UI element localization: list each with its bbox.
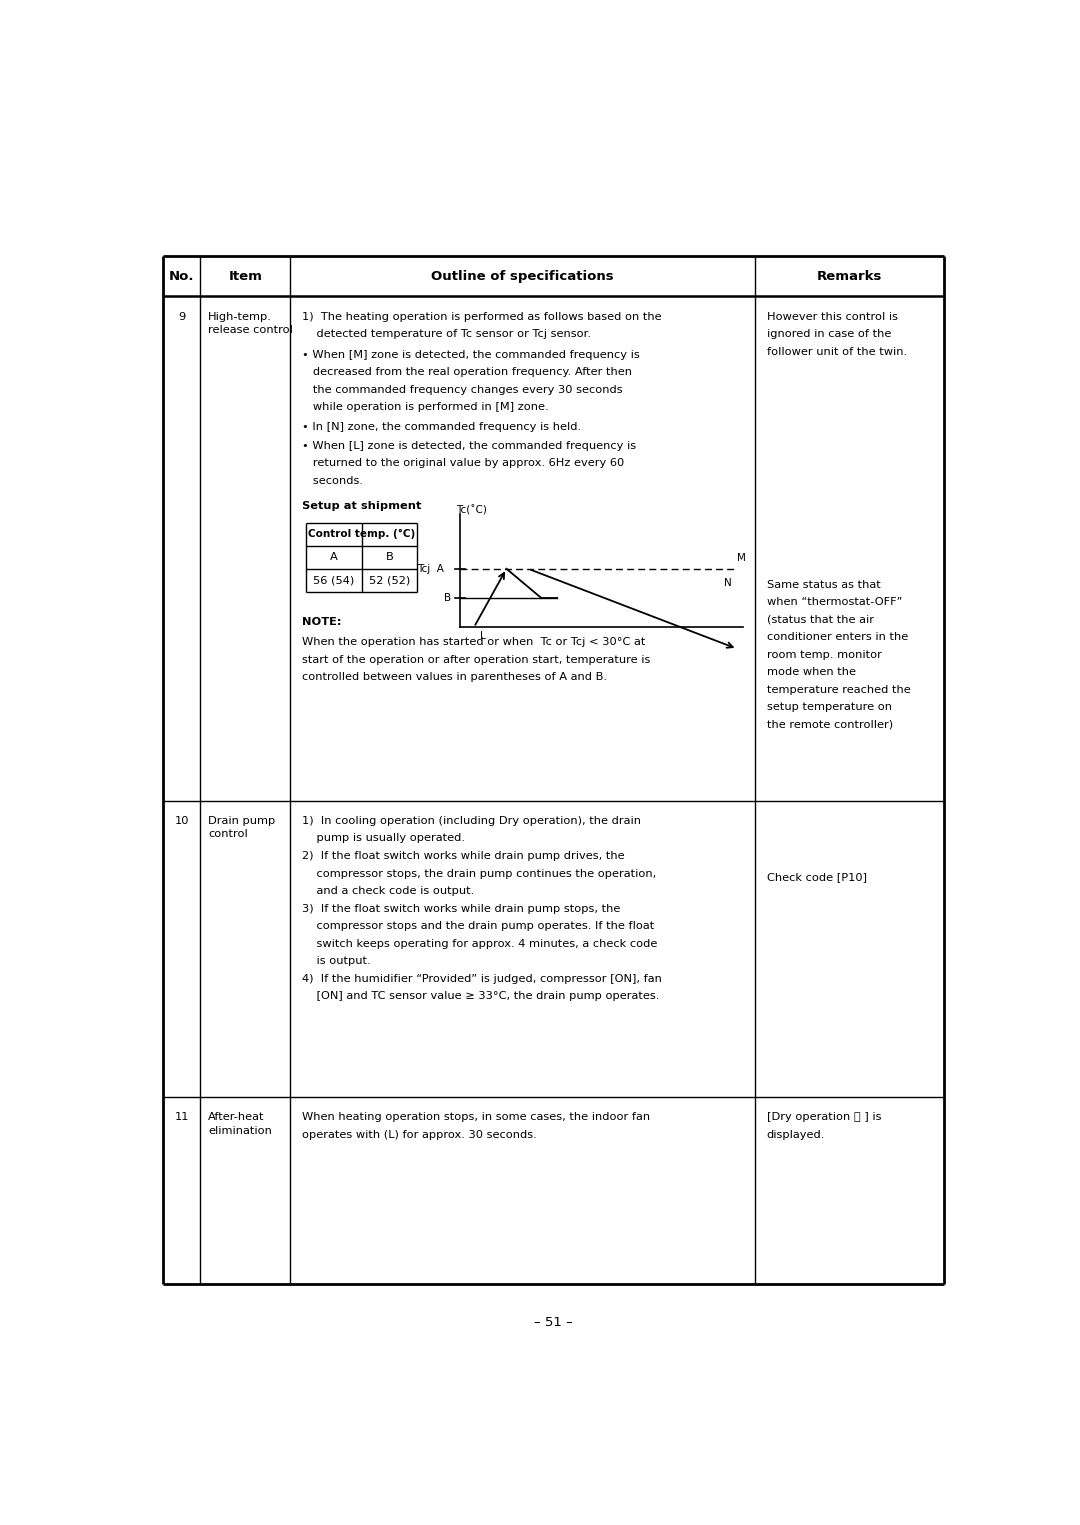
Text: is output.: is output. <box>302 956 370 967</box>
Text: Outline of specifications: Outline of specifications <box>431 270 613 282</box>
Text: L: L <box>481 631 486 640</box>
Text: Tcj  A: Tcj A <box>417 564 444 573</box>
Text: seconds.: seconds. <box>302 476 363 486</box>
Text: – 51 –: – 51 – <box>535 1316 572 1330</box>
Text: follower unit of the twin.: follower unit of the twin. <box>767 346 907 357</box>
Text: B: B <box>386 552 393 563</box>
Text: operates with (L) for approx. 30 seconds.: operates with (L) for approx. 30 seconds… <box>302 1130 537 1141</box>
Text: Control temp. (°C): Control temp. (°C) <box>308 529 415 540</box>
Text: setup temperature on: setup temperature on <box>767 703 892 712</box>
Text: detected temperature of Tc sensor or Tcj sensor.: detected temperature of Tc sensor or Tcj… <box>302 329 591 339</box>
Text: B: B <box>445 593 451 602</box>
Text: returned to the original value by approx. 6Hz every 60: returned to the original value by approx… <box>302 458 624 468</box>
Text: When heating operation stops, in some cases, the indoor fan: When heating operation stops, in some ca… <box>302 1112 650 1122</box>
Text: start of the operation or after operation start, temperature is: start of the operation or after operatio… <box>302 654 650 665</box>
Text: 2)  If the float switch works while drain pump drives, the: 2) If the float switch works while drain… <box>302 851 624 862</box>
Text: compressor stops, the drain pump continues the operation,: compressor stops, the drain pump continu… <box>302 869 657 878</box>
Text: Tc(˚C): Tc(˚C) <box>456 505 487 515</box>
Text: switch keeps operating for approx. 4 minutes, a check code: switch keeps operating for approx. 4 min… <box>302 939 658 949</box>
Text: controlled between values in parentheses of A and B.: controlled between values in parentheses… <box>302 673 607 682</box>
Text: Same status as that: Same status as that <box>767 580 880 590</box>
Text: 1)  The heating operation is performed as follows based on the: 1) The heating operation is performed as… <box>302 311 661 322</box>
Text: No.: No. <box>168 270 194 282</box>
Text: • In [N] zone, the commanded frequency is held.: • In [N] zone, the commanded frequency i… <box>302 421 581 432</box>
Text: After-heat
elimination: After-heat elimination <box>208 1112 272 1136</box>
Text: 52 (52): 52 (52) <box>368 575 410 586</box>
Text: 10: 10 <box>174 816 189 827</box>
Text: 4)  If the humidifier “Provided” is judged, compressor [ON], fan: 4) If the humidifier “Provided” is judge… <box>302 974 662 984</box>
Text: 11: 11 <box>174 1112 189 1122</box>
Text: [Dry operation ⓐ ] is: [Dry operation ⓐ ] is <box>767 1112 881 1122</box>
Text: Check code [P10]: Check code [P10] <box>767 872 866 881</box>
Text: and a check code is output.: and a check code is output. <box>302 886 474 897</box>
Text: room temp. monitor: room temp. monitor <box>767 650 881 660</box>
Text: Drain pump
control: Drain pump control <box>208 816 275 839</box>
Text: A: A <box>329 552 338 563</box>
Text: pump is usually operated.: pump is usually operated. <box>302 834 464 843</box>
Text: conditioner enters in the: conditioner enters in the <box>767 633 908 642</box>
Text: • When [L] zone is detected, the commanded frequency is: • When [L] zone is detected, the command… <box>302 441 636 451</box>
Text: while operation is performed in [M] zone.: while operation is performed in [M] zone… <box>302 403 549 412</box>
Text: Remarks: Remarks <box>816 270 882 282</box>
Text: ignored in case of the: ignored in case of the <box>767 329 891 339</box>
Text: M: M <box>738 552 746 563</box>
Text: displayed.: displayed. <box>767 1130 825 1141</box>
Text: 3)  If the float switch works while drain pump stops, the: 3) If the float switch works while drain… <box>302 904 620 913</box>
Text: temperature reached the: temperature reached the <box>767 685 910 695</box>
Text: mode when the: mode when the <box>767 668 855 677</box>
Text: • When [M] zone is detected, the commanded frequency is: • When [M] zone is detected, the command… <box>302 349 639 360</box>
Text: Setup at shipment: Setup at shipment <box>302 502 421 511</box>
Text: decreased from the real operation frequency. After then: decreased from the real operation freque… <box>302 368 632 377</box>
Text: compressor stops and the drain pump operates. If the float: compressor stops and the drain pump oper… <box>302 921 654 932</box>
Text: when “thermostat-OFF”: when “thermostat-OFF” <box>767 598 902 607</box>
Text: N: N <box>724 578 732 589</box>
Text: (status that the air: (status that the air <box>767 615 874 625</box>
Text: 1)  In cooling operation (including Dry operation), the drain: 1) In cooling operation (including Dry o… <box>302 816 640 827</box>
Text: 56 (54): 56 (54) <box>313 575 354 586</box>
Text: NOTE:: NOTE: <box>302 616 341 627</box>
Text: [ON] and TC sensor value ≥ 33°C, the drain pump operates.: [ON] and TC sensor value ≥ 33°C, the dra… <box>302 991 659 1002</box>
Text: When the operation has started or when  Tc or Tcj < 30°C at: When the operation has started or when T… <box>302 637 645 647</box>
Text: the commanded frequency changes every 30 seconds: the commanded frequency changes every 30… <box>302 384 622 395</box>
Text: the remote controller): the remote controller) <box>767 720 893 730</box>
Text: 9: 9 <box>178 311 186 322</box>
Text: Item: Item <box>228 270 262 282</box>
Text: However this control is: However this control is <box>767 311 897 322</box>
Text: High-temp.
release control: High-temp. release control <box>208 311 293 336</box>
